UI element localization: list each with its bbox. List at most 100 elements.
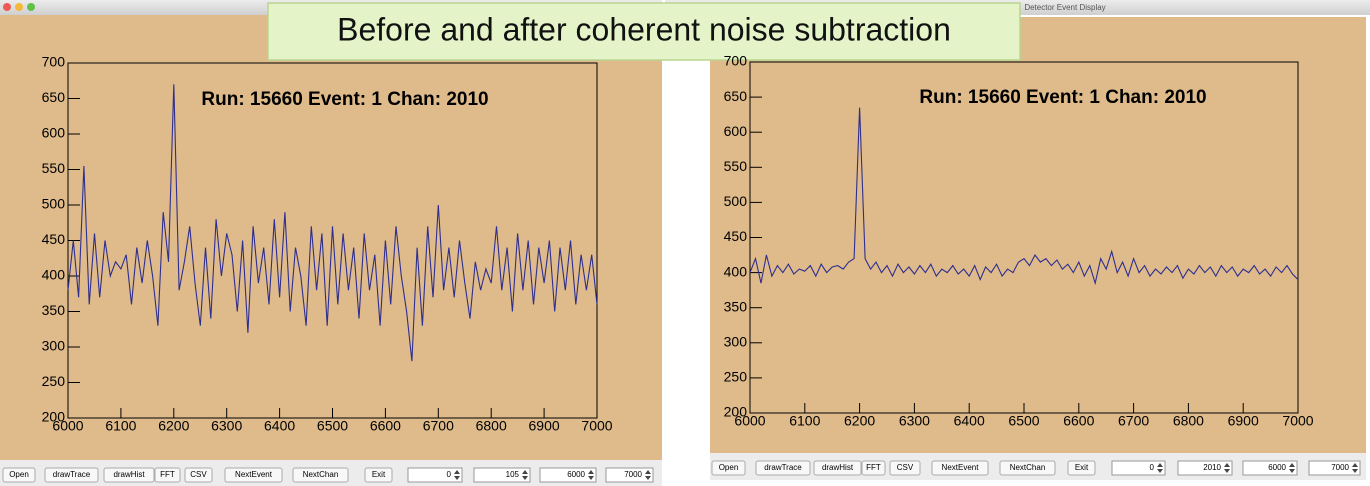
x-tick-label: 6800: [476, 418, 507, 434]
y-tick-label: 650: [724, 88, 748, 104]
x-tick-label: 6200: [844, 413, 875, 429]
x-tick-label: 6300: [899, 413, 930, 429]
number-field[interactable]: [1177, 460, 1233, 476]
y-tick-label: 300: [42, 338, 66, 354]
x-tick-label: 7000: [581, 418, 612, 434]
x-tick-label: 6400: [264, 418, 295, 434]
spinner[interactable]: [645, 470, 651, 480]
spinner[interactable]: [1352, 463, 1358, 473]
zoom-button[interactable]: [27, 3, 35, 11]
toolbar-button[interactable]: [224, 467, 283, 483]
toolbar-button[interactable]: [1067, 460, 1096, 476]
x-tick-label: 6600: [1063, 413, 1094, 429]
chart-title: Run: 15660 Event: 1 Chan: 2010: [201, 89, 488, 110]
toolbar-button[interactable]: [755, 460, 811, 476]
x-tick-label: 6300: [211, 418, 242, 434]
toolbar-button[interactable]: [889, 460, 921, 476]
field-value: 0: [1150, 463, 1155, 472]
button-label: Open: [719, 463, 739, 472]
x-tick-label: 6700: [1118, 413, 1149, 429]
field-value: 7000: [624, 470, 642, 479]
number-field[interactable]: [407, 467, 463, 483]
number-field[interactable]: [1308, 460, 1361, 476]
y-tick-label: 700: [724, 53, 748, 69]
window-title: Detector Event Display: [1024, 3, 1105, 12]
toolbar-button[interactable]: [44, 467, 99, 483]
toolbar-button[interactable]: [861, 460, 886, 476]
button-label: NextEvent: [942, 463, 980, 472]
y-tick-label: 500: [42, 196, 66, 212]
spinner[interactable]: [588, 470, 594, 480]
y-tick-label: 300: [724, 334, 748, 350]
y-tick-label: 550: [42, 160, 66, 176]
y-tick-label: 350: [724, 298, 748, 314]
minimize-button[interactable]: [15, 3, 23, 11]
field-value: 6000: [567, 470, 585, 479]
spinner[interactable]: [1224, 463, 1230, 473]
spinner[interactable]: [454, 470, 460, 480]
y-tick-label: 600: [724, 123, 748, 139]
number-field[interactable]: [539, 467, 597, 483]
button-label: NextChan: [303, 470, 339, 479]
toolbar-button[interactable]: [364, 467, 393, 483]
y-tick-label: 250: [42, 373, 66, 389]
button-label: CSV: [190, 470, 207, 479]
chart-title: Run: 15660 Event: 1 Chan: 2010: [919, 87, 1206, 108]
y-tick-label: 200: [724, 404, 748, 420]
y-tick-label: 350: [42, 302, 66, 318]
toolbar-button[interactable]: [711, 460, 746, 476]
y-tick-label: 450: [724, 228, 748, 244]
number-field[interactable]: [1111, 460, 1166, 476]
spinner[interactable]: [522, 470, 528, 480]
canvas-pad: [0, 15, 662, 460]
x-tick-label: 6000: [52, 418, 83, 434]
number-field[interactable]: [1242, 460, 1298, 476]
y-tick-label: 700: [42, 54, 66, 70]
toolbar-button[interactable]: [154, 467, 181, 483]
x-tick-label: 6500: [317, 418, 348, 434]
field-value: 6000: [1268, 463, 1286, 472]
x-tick-label: 6600: [370, 418, 401, 434]
x-tick-label: 6700: [423, 418, 454, 434]
y-tick-label: 400: [724, 263, 748, 279]
x-tick-label: 6100: [789, 413, 820, 429]
field-value: 105: [506, 470, 520, 479]
button-label: drawHist: [113, 470, 145, 479]
waveform: [749, 107, 1299, 286]
y-tick-label: 650: [42, 89, 66, 105]
y-tick-label: 200: [42, 409, 66, 425]
button-label: NextChan: [1010, 463, 1046, 472]
button-label: Exit: [372, 470, 386, 479]
y-tick-label: 600: [42, 125, 66, 141]
number-field[interactable]: [473, 467, 531, 483]
x-tick-label: 6800: [1173, 413, 1204, 429]
toolbar-button[interactable]: [292, 467, 349, 483]
number-field[interactable]: [605, 467, 654, 483]
x-tick-label: 6200: [158, 418, 189, 434]
x-tick-label: 6900: [529, 418, 560, 434]
button-label: FFT: [866, 463, 881, 472]
y-tick-label: 550: [724, 158, 748, 174]
button-label: drawTrace: [764, 463, 802, 472]
toolbar-button[interactable]: [103, 467, 155, 483]
y-tick-label: 450: [42, 231, 66, 247]
y-tick-label: 500: [724, 193, 748, 209]
toolbar-button[interactable]: [2, 467, 36, 483]
button-label: CSV: [897, 463, 914, 472]
button-label: Exit: [1075, 463, 1089, 472]
button-label: drawHist: [822, 463, 854, 472]
toolbar-button[interactable]: [931, 460, 989, 476]
spinner[interactable]: [1289, 463, 1295, 473]
toolbar-button[interactable]: [999, 460, 1056, 476]
field-value: 7000: [1331, 463, 1349, 472]
x-tick-label: 7000: [1282, 413, 1313, 429]
y-tick-label: 250: [724, 369, 748, 385]
toolbar-button[interactable]: [813, 460, 862, 476]
toolbar-button[interactable]: [184, 467, 213, 483]
close-button[interactable]: [3, 3, 11, 11]
field-value: 2010: [1203, 463, 1221, 472]
spinner[interactable]: [1157, 463, 1163, 473]
y-tick-label: 400: [42, 267, 66, 283]
